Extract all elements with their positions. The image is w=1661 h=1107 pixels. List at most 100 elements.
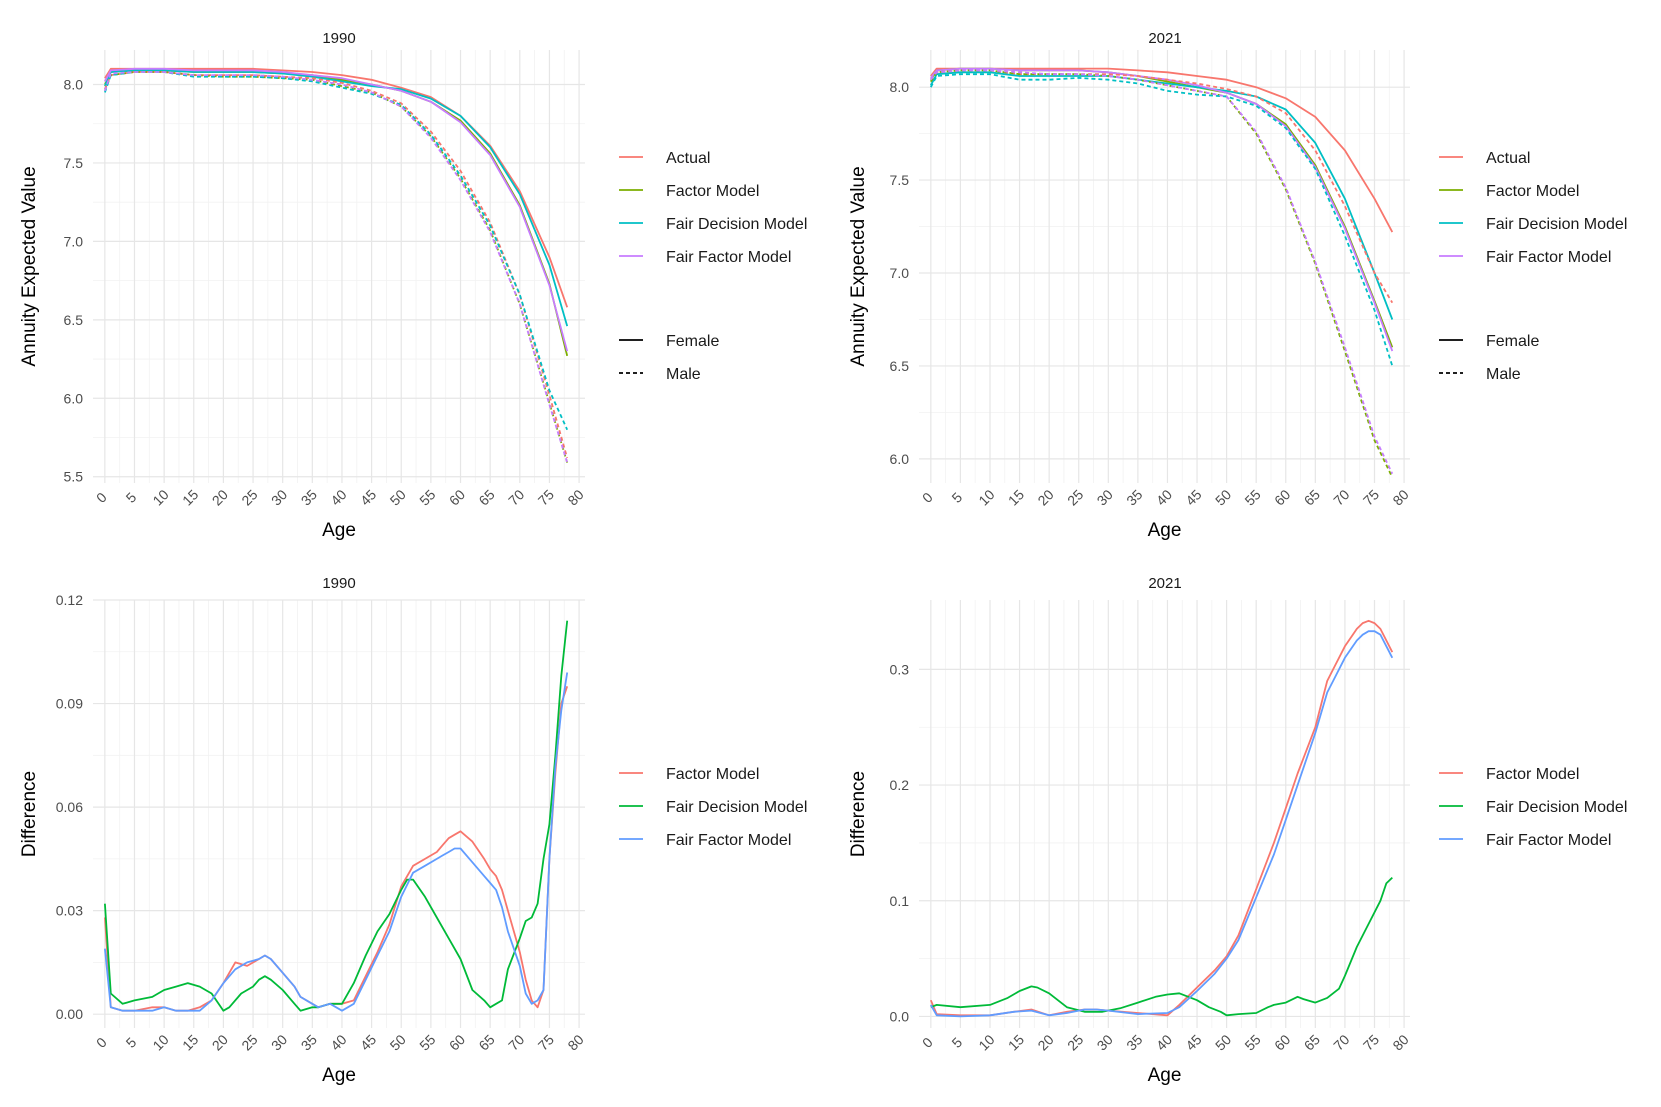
x-tick-label: 5: [123, 489, 140, 506]
x-tick-label: 70: [1330, 486, 1352, 508]
x-tick-label: 45: [357, 486, 379, 508]
y-tick-label: 7.5: [64, 155, 84, 171]
x-tick-label: 0: [93, 1034, 110, 1051]
x-tick-label: 75: [1360, 486, 1382, 508]
series-line-fair-factor-model-male: [930, 69, 1394, 475]
series-line-factor-model-male: [930, 69, 1394, 478]
x-tick-label: 35: [1123, 486, 1145, 508]
x-tick-label: 5: [948, 1034, 965, 1051]
x-tick-label: 20: [209, 1031, 231, 1053]
series-line-fair-decision-model: [930, 876, 1393, 1017]
x-tick-label: 25: [1064, 1031, 1086, 1053]
x-tick-label: 30: [268, 486, 290, 508]
legend-label: Fair Decision Model: [666, 216, 807, 233]
x-tick-label: 50: [387, 486, 409, 508]
x-tick-label: 20: [209, 486, 231, 508]
y-tick-label: 8.0: [890, 79, 910, 95]
x-tick-label: 10: [149, 1031, 171, 1053]
legend-label: Fair Factor Model: [666, 249, 791, 266]
series-line-fair-factor-model-male: [104, 71, 569, 463]
series-line-factor-model: [929, 619, 1394, 1017]
x-tick-label: 10: [975, 1031, 997, 1053]
x-tick-label: 15: [179, 486, 201, 508]
x-tick-label: 50: [1212, 486, 1234, 508]
x-tick-label: 10: [149, 486, 171, 508]
panel-title: 2021: [1148, 575, 1181, 592]
series-line-fair-decision-model-female: [104, 69, 569, 327]
series-line-actual-female: [104, 67, 569, 308]
y-tick-label: 5.5: [64, 469, 84, 485]
y-tick-label: 7.0: [64, 233, 84, 249]
x-tick-label: 5: [123, 1034, 140, 1051]
y-tick-label: 6.0: [64, 390, 84, 406]
x-axis-title: Age: [322, 1065, 356, 1086]
x-tick-label: 35: [1123, 1031, 1145, 1053]
legend-label: Factor Model: [666, 766, 759, 783]
series-line-fair-decision-model-male: [104, 71, 569, 431]
x-tick-label: 55: [416, 486, 438, 508]
x-tick-label: 40: [327, 1031, 349, 1053]
x-tick-label: 60: [446, 1031, 468, 1053]
legend-linetype-label: Female: [1486, 333, 1539, 350]
x-tick-label: 70: [1330, 1031, 1352, 1053]
x-tick-label: 75: [535, 1031, 557, 1053]
x-tick-label: 20: [1034, 486, 1056, 508]
x-tick-label: 25: [238, 1031, 260, 1053]
chart-panel-0: 0 5 10 15 20 25 30 35 40 45 50 55 60 65 70 75 80 5.5 6.0 6.…: [19, 30, 807, 541]
series-line-actual-male: [104, 71, 569, 459]
legend-label: Factor Model: [1486, 766, 1579, 783]
legend-label: Fair Factor Model: [1486, 249, 1611, 266]
series-line-factor-model-male: [104, 71, 569, 463]
x-tick-label: 5: [948, 489, 965, 506]
y-tick-label: 0.1: [890, 893, 910, 909]
panel-title: 2021: [1148, 30, 1181, 47]
x-tick-label: 40: [1153, 1031, 1175, 1053]
x-tick-label: 45: [1182, 1031, 1204, 1053]
x-tick-label: 25: [1064, 486, 1086, 508]
y-tick-label: 0.2: [890, 777, 910, 793]
series-line-factor-model-female: [104, 69, 569, 357]
x-tick-label: 35: [298, 486, 320, 508]
y-tick-label: 6.5: [64, 312, 84, 328]
x-tick-label: 60: [1271, 1031, 1293, 1053]
panel-title: 1990: [322, 30, 355, 47]
y-tick-label: 7.5: [890, 172, 910, 188]
chart-panel-1: 0 5 10 15 20 25 30 35 40 45 50 55 60 65 70 75 80 6.0 6.5 7.…: [848, 30, 1627, 541]
y-tick-label: 6.0: [890, 451, 910, 467]
x-tick-label: 65: [475, 486, 497, 508]
x-tick-label: 15: [1005, 486, 1027, 508]
x-tick-label: 65: [1301, 486, 1323, 508]
x-tick-label: 30: [1094, 1031, 1116, 1053]
chart-panel-2: 0 5 10 15 20 25 30 35 40 45 50 55 60 65 70 75 80 0.00 0.03…: [19, 575, 807, 1086]
x-tick-label: 0: [919, 489, 936, 506]
y-tick-label: 6.5: [890, 358, 910, 374]
panel-title: 1990: [322, 575, 355, 592]
x-tick-label: 50: [387, 1031, 409, 1053]
y-axis-title: Difference: [19, 771, 40, 857]
x-axis-title: Age: [322, 520, 356, 541]
legend-label: Fair Factor Model: [666, 832, 791, 849]
legend-linetype-label: Male: [666, 366, 701, 383]
x-tick-label: 55: [1241, 1031, 1263, 1053]
legend-label: Fair Factor Model: [1486, 832, 1611, 849]
legend-linetype-label: Male: [1486, 366, 1521, 383]
x-tick-label: 45: [1182, 486, 1204, 508]
x-tick-label: 50: [1212, 1031, 1234, 1053]
x-tick-label: 40: [1153, 486, 1175, 508]
y-axis-title: Annuity Expected Value: [848, 166, 869, 366]
series-line-fair-factor-model: [930, 630, 1394, 1018]
y-tick-label: 7.0: [890, 265, 910, 281]
x-tick-label: 55: [416, 1031, 438, 1053]
x-tick-label: 70: [505, 486, 527, 508]
y-tick-label: 0.06: [56, 799, 83, 815]
x-tick-label: 75: [535, 486, 557, 508]
series-line-fair-factor-model-female: [930, 67, 1394, 352]
y-axis-title: Difference: [848, 771, 869, 857]
legend-label: Fair Decision Model: [1486, 216, 1627, 233]
x-axis-title: Age: [1148, 520, 1182, 541]
x-axis-title: Age: [1148, 1065, 1182, 1086]
x-tick-label: 60: [446, 486, 468, 508]
y-tick-label: 0.12: [56, 592, 83, 608]
legend-label: Factor Model: [1486, 183, 1579, 200]
